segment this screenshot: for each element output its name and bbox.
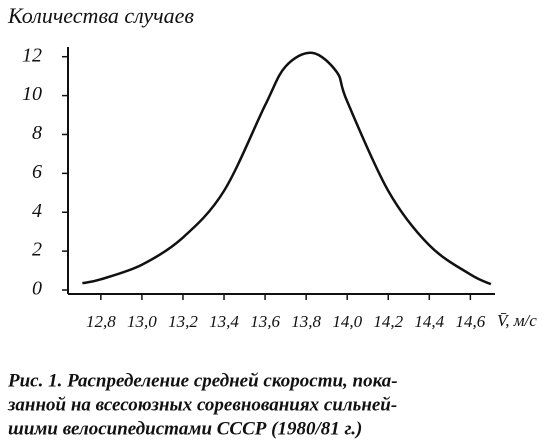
x-tick-label: 13,2	[168, 312, 198, 331]
y-tick-label: 0	[32, 278, 42, 300]
y-tick-label: 10	[22, 83, 42, 105]
caption-line: занной на всесоюзных соревнованиях сильн…	[7, 394, 397, 415]
x-tick-label: 13,0	[127, 312, 157, 331]
x-tick-label: 13,6	[250, 312, 280, 331]
x-tick-label: 13,8	[291, 312, 321, 331]
x-tick-label: 14,4	[414, 312, 444, 331]
y-tick-label: 12	[22, 44, 42, 66]
y-tick-label: 8	[32, 122, 42, 144]
y-axis-label: Количества случаев	[7, 3, 194, 28]
caption-line: шими велосипедистами СССР (1980/81 г.)	[8, 418, 362, 439]
x-axis-label: V̄, м/с	[497, 311, 537, 330]
x-tick-label: 14,2	[373, 312, 403, 331]
x-tick-label: 12,8	[86, 312, 116, 331]
x-tick-label: 14,6	[455, 312, 485, 331]
x-tick-label: 14,0	[332, 312, 362, 331]
y-tick-label: 6	[32, 161, 42, 183]
caption-line: Рис. 1. Распределение средней скорости, …	[7, 370, 398, 391]
x-tick-label: 13,4	[209, 312, 239, 331]
curve	[82, 51, 492, 286]
y-tick-label: 4	[32, 200, 42, 222]
y-tick-label: 2	[32, 239, 42, 261]
